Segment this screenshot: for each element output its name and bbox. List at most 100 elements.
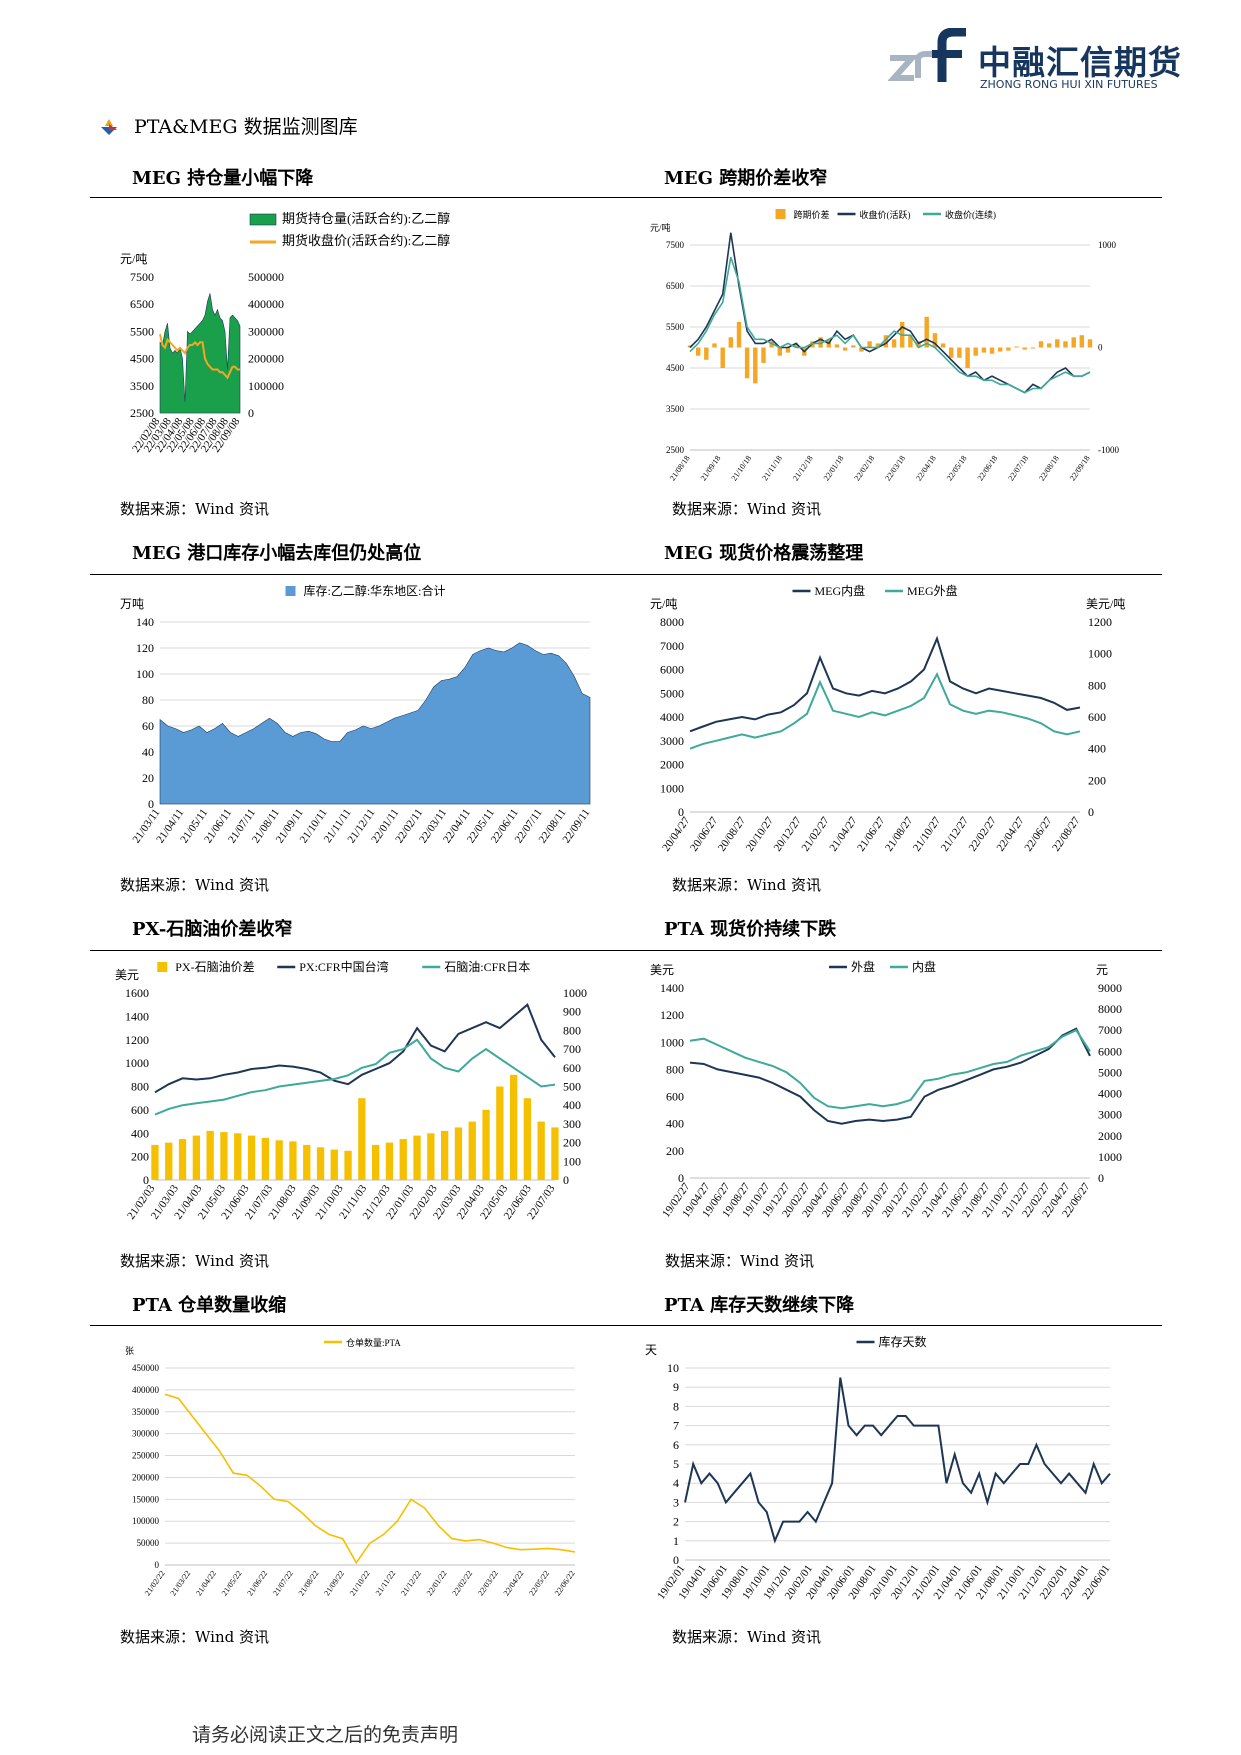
bar [851,345,856,348]
y2-tick-label: 0 [1098,343,1103,353]
y2-tick-label: 1000 [563,986,587,1000]
bar [736,321,742,348]
bar [793,343,799,348]
y-tick-label: 200000 [132,1472,160,1482]
y2-tick-label: 0 [1088,805,1094,819]
bar [720,347,725,368]
bar [1038,341,1044,348]
bar [940,343,946,348]
legend-label: 库存:乙二醇:华东地区:合计 [304,583,446,598]
legend-label: 库存天数 [879,1334,927,1349]
x-tick-label: 22/07/18 [1006,454,1030,482]
y2-tick-label: 5000 [1098,1065,1122,1079]
y-tick-label: 0 [155,1560,160,1570]
y-axis-unit: 美元 [650,963,674,977]
y2-tick-label: 7000 [1098,1023,1122,1037]
x-tick-label: 21/10/18 [729,454,753,482]
legend-label: 收盘价(连续) [945,209,996,220]
y-tick-label: 1200 [660,1008,684,1022]
bar [303,1144,311,1180]
y2-tick-label: 1000 [1098,240,1117,250]
source-note-1: 数据来源：Wind 资讯 [120,500,269,518]
bar [358,1098,366,1180]
legend-label: 收盘价(活跃) [860,209,911,220]
y-tick-label: 450000 [132,1363,160,1373]
y2-tick-label: 1000 [1088,647,1112,661]
bar [551,1127,559,1180]
bar [247,1135,256,1180]
bar [1022,347,1027,350]
legend-label: MEG内盘 [815,583,866,598]
y2-tick-label: 3000 [1098,1108,1122,1122]
y2-tick-label: 600 [1088,710,1106,724]
y-tick-label: 250000 [132,1451,160,1461]
y-tick-label: 1000 [660,1035,684,1049]
x-tick-label: 21/10/22 [348,1569,372,1597]
chart-title-6: PTA 现货价持续下跌 [664,919,837,940]
y-tick-label: 800 [666,1062,684,1076]
y2-tick-label: 200 [563,1136,581,1150]
y2-tick-label: 800 [563,1023,581,1037]
bar [1063,341,1068,348]
x-tick-label: 22/04/18 [914,454,938,482]
y-axis-unit: 元/吨 [650,222,671,233]
y-tick-label: 80 [142,693,154,707]
bar [891,339,897,348]
y-tick-label: 8000 [660,615,684,629]
chart-title-1: MEG 持仓量小幅下降 [132,168,314,189]
y-axis-unit: 元/吨 [650,597,677,611]
source-note-8: 数据来源：Wind 资讯 [672,1628,821,1646]
y-tick-label: 4000 [660,710,684,724]
y-tick-label: 1000 [660,781,684,795]
y-tick-label: 50000 [137,1538,160,1548]
y-tick-label: 5 [673,1457,679,1471]
legend-label: PX-石脑油价差 [175,960,254,974]
x-tick-label: 21/12/18 [791,454,815,482]
y2-tick-label: 0 [1098,1171,1104,1185]
y-tick-label: 7500 [666,240,685,250]
y2-tick-label: 0 [563,1173,569,1187]
bar [454,1127,463,1180]
bar [468,1121,476,1180]
x-tick-label: 22/03/22 [476,1569,500,1597]
bar [372,1144,380,1180]
series-line-1 [159,333,240,380]
y-tick-label: 3500 [666,404,685,414]
chart-title-7: PTA 仓单数量收缩 [132,1295,287,1316]
x-tick-label: 22/03/18 [883,454,907,482]
x-tick-label: 21/11/18 [760,454,784,482]
y-tick-label: 6500 [130,297,154,311]
y-tick-label: 6 [673,1438,679,1452]
source-note-4: 数据来源：Wind 资讯 [672,876,821,894]
legend-label: 期货收盘价(活跃合约):乙二醇 [282,233,450,248]
series-line-0 [689,635,1081,733]
bar [1030,347,1036,349]
y-tick-label: 7 [673,1419,679,1433]
bar [1014,346,1019,348]
legend-label: PX:CFR中国台湾 [299,959,388,974]
y2-tick-label: 1000 [1098,1150,1122,1164]
bar [192,1135,200,1180]
x-tick-label: 22/06/22 [553,1569,577,1597]
y-axis-unit: 万吨 [120,597,144,611]
bar [965,347,970,368]
y-tick-label: 20 [142,771,154,785]
y2-axis-unit: 美元/吨 [1086,597,1125,611]
y-tick-label: 1400 [660,981,684,995]
bar [981,347,987,353]
bar [1079,335,1084,348]
bar [344,1150,352,1180]
series-area-0 [159,293,241,414]
x-tick-label: 22/05/18 [945,454,969,482]
bar [842,347,848,351]
bar [537,1121,545,1180]
y-tick-label: 8 [673,1399,679,1413]
y2-tick-label: 4000 [1098,1087,1122,1101]
legend-label: 期货持仓量(活跃合约):乙二醇 [282,211,450,226]
legend-swatch [249,213,277,226]
bar [712,343,717,348]
y-tick-label: 350000 [132,1407,160,1417]
bar [330,1149,338,1180]
series-line-0 [684,1377,1111,1544]
y-tick-label: 3 [673,1495,679,1509]
